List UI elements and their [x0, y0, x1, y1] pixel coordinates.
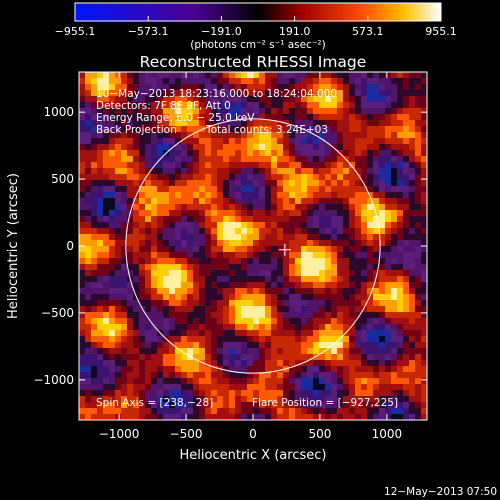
y-tick-label: 500 [51, 172, 74, 186]
y-axis: −1000 −500 0 500 1000 [33, 105, 427, 387]
y-tick-label: −500 [41, 306, 74, 320]
y-axis-label: Heliocentric Y (arcsec) [6, 173, 21, 319]
x-tick-label: −1000 [99, 427, 140, 441]
colorbar-ticks: −955.1 −573.1 −191.0 191.0 573.1 955.1 [55, 16, 457, 38]
heatmap-image [79, 72, 427, 420]
colorbar-tick-label: −955.1 [55, 25, 96, 38]
colorbar-tick-label: −191.0 [201, 25, 242, 38]
x-axis-label: Heliocentric X (arcsec) [180, 448, 327, 463]
colorbar-tick-label: 191.0 [279, 25, 311, 38]
annotation-flare-position: Flare Position = [−927,225] [252, 397, 398, 409]
footer-timestamp: 12−May−2013 07:50 [384, 486, 497, 498]
annotation-method: Back Projection [96, 124, 177, 136]
center-cross [278, 243, 291, 256]
solar-limb [125, 118, 381, 374]
colorbar-units: (photons cm⁻² s⁻¹ asec⁻²) [190, 39, 325, 51]
colorbar [74, 2, 442, 22]
x-tick-label: 0 [249, 427, 257, 441]
colorbar-tick-label: 573.1 [352, 25, 384, 38]
annotation-energy-range: Energy Range: 6.0 − 25.0 keV [96, 112, 255, 124]
colorbar-tick-label: 955.1 [425, 25, 457, 38]
annotation-spin-axis: Spin Axis = [238,−28] [96, 397, 213, 409]
x-tick-label: −500 [170, 427, 203, 441]
annotation-total-counts: Total counts: 3.24E+03 [205, 124, 328, 136]
colorbar-tick-label: −573.1 [128, 25, 169, 38]
y-tick-label: 1000 [43, 105, 74, 119]
chart-title: Reconstructed RHESSI Image [140, 53, 367, 71]
y-tick-label: 0 [66, 239, 74, 253]
y-tick-label: −1000 [33, 373, 74, 387]
x-tick-label: 1000 [372, 427, 403, 441]
x-tick-label: 500 [308, 427, 331, 441]
annotation-detectors: Detectors: 7F 8F 9F, Att 0 [96, 100, 231, 112]
annotation-time-range: 10−May−2013 18:23:16.000 to 18:24:04.000 [96, 88, 337, 100]
x-axis: −1000 −500 0 500 1000 [99, 72, 402, 441]
